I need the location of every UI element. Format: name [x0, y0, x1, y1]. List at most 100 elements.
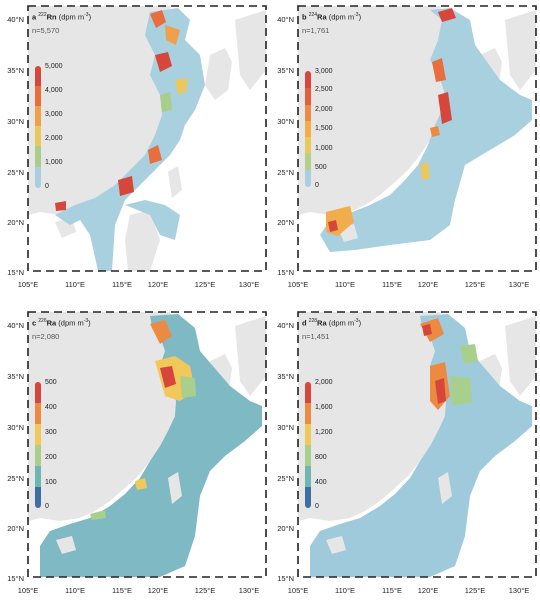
hotspot [422, 324, 432, 336]
land-japan [505, 316, 536, 396]
map-d [297, 311, 537, 578]
land-mass [28, 312, 178, 521]
colorbar-segment [305, 487, 311, 508]
panel-c: c 226Ra (dpm m-3) n=2,080 500 400 300 20… [0, 306, 270, 612]
colorbar-segment [35, 403, 41, 424]
sample-count: n=2,080 [32, 332, 60, 341]
lat-tick: 25°N [277, 474, 294, 483]
land-mass [298, 6, 448, 215]
colorbar-tick: 5,000 [45, 63, 63, 70]
lon-tick: 110°E [335, 586, 355, 595]
colorbar-tick: 1,600 [315, 404, 333, 411]
colorbar [305, 382, 311, 508]
lon-tick: 125°E [194, 280, 216, 289]
hotspot [450, 376, 472, 406]
colorbar-segment [305, 424, 311, 445]
colorbar-tick: 300 [45, 429, 57, 436]
lon-tick: 125°E [464, 280, 486, 289]
land-japan [505, 10, 536, 90]
colorbar-tick: 1,500 [315, 125, 333, 132]
lat-tick: 15°N [7, 574, 24, 583]
sea-coverage [55, 8, 205, 271]
hotspot [118, 176, 134, 196]
colorbar-segment [305, 466, 311, 487]
colorbar-segment [305, 170, 311, 187]
sea-coverage [320, 8, 532, 252]
colorbar-tick: 2,000 [315, 106, 333, 113]
hotspot [420, 162, 430, 180]
colorbar-segment [305, 153, 311, 170]
panel-title: d 228Ra (dpm m-3) [302, 318, 362, 328]
lon-tick: 120°E [147, 586, 169, 595]
sample-count: n=1,761 [302, 26, 330, 35]
lon-tick: 105°E [287, 280, 309, 289]
hotspot [438, 92, 452, 124]
colorbar-tick: 500 [45, 379, 57, 386]
hotspot [180, 376, 196, 398]
lat-tick: 25°N [7, 168, 24, 177]
map-a [27, 5, 267, 272]
land-mass [298, 312, 448, 521]
lat-tick: 30°N [7, 117, 24, 126]
colorbar-tick: 0 [315, 503, 319, 510]
sea-coverage [310, 314, 532, 577]
lon-tick: 125°E [194, 586, 216, 595]
land-hainan [56, 536, 76, 554]
land-hainan [326, 536, 346, 554]
hotspot [155, 52, 172, 72]
colorbar-tick: 4,000 [45, 87, 63, 94]
lon-tick: 115°E [112, 586, 132, 595]
colorbar-segment [35, 487, 41, 508]
land-korea [205, 48, 232, 100]
land-philippines [125, 210, 160, 271]
colorbar-tick: 3,000 [45, 111, 63, 118]
land-taiwan [168, 472, 182, 504]
hotspot [175, 78, 188, 94]
lon-tick: 105°E [17, 280, 39, 289]
colorbar-tick: 3,000 [315, 68, 333, 75]
colorbar-tick: 200 [45, 454, 57, 461]
colorbar-tick: 100 [45, 479, 57, 486]
colorbar-segment [305, 88, 311, 105]
lon-tick: 130°E [508, 586, 530, 595]
panel-b: b 224Ra (dpm m-3) n=1,761 3,000 2,500 2,… [270, 0, 540, 306]
lat-tick: 15°N [277, 574, 294, 583]
lat-tick: 40°N [277, 321, 294, 330]
colorbar-tick: 1,000 [45, 159, 63, 166]
land-taiwan [438, 472, 452, 504]
colorbar-segment [305, 445, 311, 466]
colorbar-segment [305, 71, 311, 88]
lat-tick: 35°N [277, 372, 294, 381]
lon-tick: 105°E [287, 586, 309, 595]
colorbar [35, 66, 41, 188]
colorbar-tick: 1,000 [315, 145, 333, 152]
colorbar-segment [35, 445, 41, 466]
land-japan [235, 316, 266, 396]
hotspot [432, 58, 446, 82]
colorbar-segment [35, 146, 41, 167]
panel-title: c 226Ra (dpm m-3) [32, 318, 91, 328]
lon-tick: 115°E [112, 280, 132, 289]
land-taiwan [168, 166, 182, 198]
colorbar-tick: 0 [315, 182, 319, 189]
lat-tick: 15°N [7, 268, 24, 277]
colorbar [35, 382, 41, 508]
hotspot [160, 92, 172, 112]
colorbar-segment [35, 86, 41, 106]
lon-tick: 115°E [382, 280, 402, 289]
hotspot [438, 8, 456, 22]
lon-tick: 120°E [417, 586, 439, 595]
lat-tick: 35°N [7, 372, 24, 381]
lat-tick: 15°N [277, 268, 294, 277]
lat-tick: 35°N [7, 66, 24, 75]
colorbar-segment [35, 106, 41, 126]
lat-tick: 30°N [277, 117, 294, 126]
hotspot [55, 201, 66, 211]
colorbar-tick: 2,000 [315, 379, 333, 386]
hotspot [150, 320, 172, 344]
colorbar [305, 71, 311, 187]
colorbar-segment [305, 121, 311, 137]
lat-tick: 20°N [277, 218, 294, 227]
lat-tick: 25°N [7, 474, 24, 483]
lon-tick: 115°E [382, 586, 402, 595]
